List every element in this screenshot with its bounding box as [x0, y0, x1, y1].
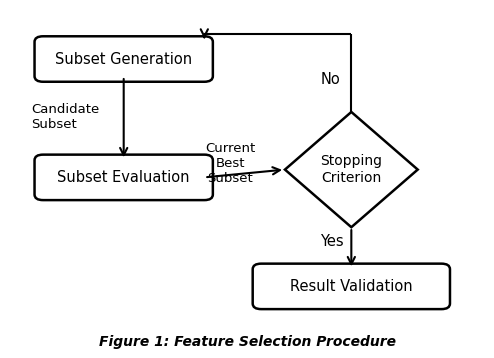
Text: Result Validation: Result Validation — [290, 279, 412, 294]
Text: Subset Generation: Subset Generation — [55, 52, 192, 67]
FancyBboxPatch shape — [35, 155, 213, 200]
Text: Candidate
Subset: Candidate Subset — [31, 103, 99, 131]
Text: Yes: Yes — [321, 234, 344, 249]
Text: Stopping
Criterion: Stopping Criterion — [320, 155, 382, 185]
FancyBboxPatch shape — [35, 36, 213, 82]
Text: Subset Evaluation: Subset Evaluation — [57, 170, 190, 185]
Text: No: No — [321, 72, 340, 87]
Text: Current
Best
Subset: Current Best Subset — [206, 142, 255, 185]
Polygon shape — [285, 112, 418, 227]
Text: Figure 1: Feature Selection Procedure: Figure 1: Feature Selection Procedure — [98, 335, 396, 349]
FancyBboxPatch shape — [253, 263, 450, 309]
